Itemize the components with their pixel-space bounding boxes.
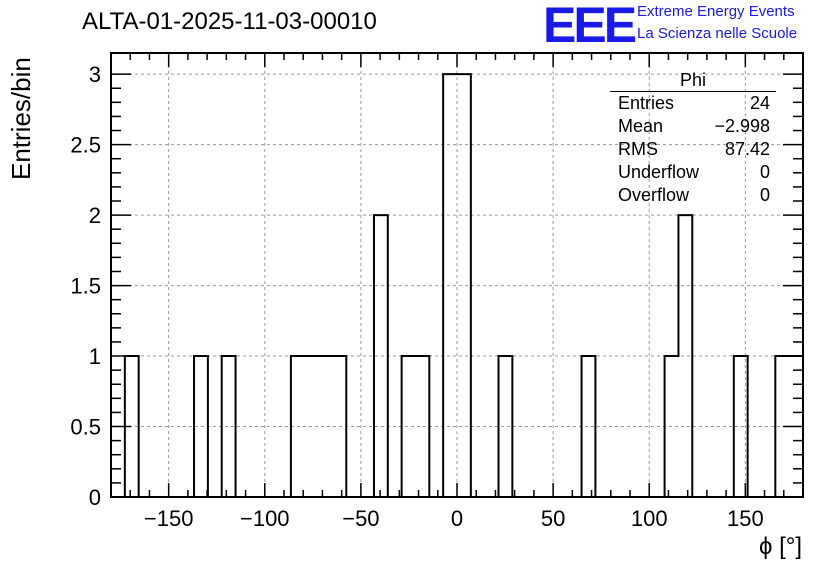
logo-line-2: La Scienza nelle Scuole xyxy=(637,25,798,42)
y-tick-label: 2.5 xyxy=(70,133,101,158)
x-tick-label: 0 xyxy=(451,506,463,531)
y-tick-label: 1 xyxy=(89,344,101,369)
stats-value: 0 xyxy=(759,185,770,205)
axis-ticks xyxy=(111,53,803,498)
x-tick-labels: −150 −100 −50 0 50 100 150 xyxy=(144,506,764,531)
histogram-outline xyxy=(123,73,804,497)
stats-label: Entries xyxy=(618,93,675,113)
logo-line-1: Extreme Energy Events xyxy=(637,3,795,20)
stats-value: −2.998 xyxy=(714,116,770,136)
x-tick-label: −100 xyxy=(240,506,290,531)
stats-row: Mean −2.998 xyxy=(610,115,776,138)
stats-box: Phi Entries 24 Mean −2.998 RMS 87.42 Und… xyxy=(610,70,776,207)
y-axis-label: Entries/bin xyxy=(6,57,36,180)
y-tick-labels: 0 0.5 1 1.5 2 2.5 3 xyxy=(70,62,101,510)
stats-row: Entries 24 xyxy=(610,92,776,115)
x-axis-label: ϕ [°] xyxy=(758,533,802,560)
stats-label: Overflow xyxy=(618,185,690,205)
x-tick-label: −150 xyxy=(144,506,194,531)
y-tick-label: 0.5 xyxy=(70,415,101,440)
y-tick-label: 2 xyxy=(89,203,101,228)
x-tick-label: 50 xyxy=(541,506,565,531)
x-tick-label: 150 xyxy=(727,506,764,531)
stats-label: Underflow xyxy=(618,162,700,182)
stats-label: Mean xyxy=(618,116,664,136)
plot-title: ALTA-01-2025-11-03-00010 xyxy=(82,8,377,35)
stats-row: RMS 87.42 xyxy=(610,138,776,161)
stats-label: RMS xyxy=(618,139,658,159)
eee-logo: EEE xyxy=(543,0,637,53)
stats-value: 0 xyxy=(759,162,770,182)
stats-title: Phi xyxy=(610,70,776,92)
y-tick-label: 3 xyxy=(89,62,101,87)
y-tick-label: 0 xyxy=(89,485,101,510)
y-tick-label: 1.5 xyxy=(70,274,101,299)
x-tick-label: −50 xyxy=(342,506,379,531)
stats-row: Underflow 0 xyxy=(610,161,776,184)
stats-row: Overflow 0 xyxy=(610,184,776,207)
x-tick-label: 100 xyxy=(631,506,668,531)
stats-value: 87.42 xyxy=(724,139,770,159)
stats-value: 24 xyxy=(749,93,770,113)
